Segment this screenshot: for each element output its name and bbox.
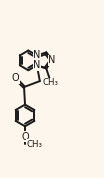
Text: N: N (33, 60, 41, 70)
Text: N: N (33, 60, 41, 70)
Text: O: O (12, 73, 19, 83)
Text: N: N (48, 55, 56, 65)
Text: N: N (33, 50, 41, 61)
Text: O: O (21, 132, 29, 142)
Text: CH₃: CH₃ (26, 140, 42, 149)
Text: CH₃: CH₃ (43, 78, 59, 87)
